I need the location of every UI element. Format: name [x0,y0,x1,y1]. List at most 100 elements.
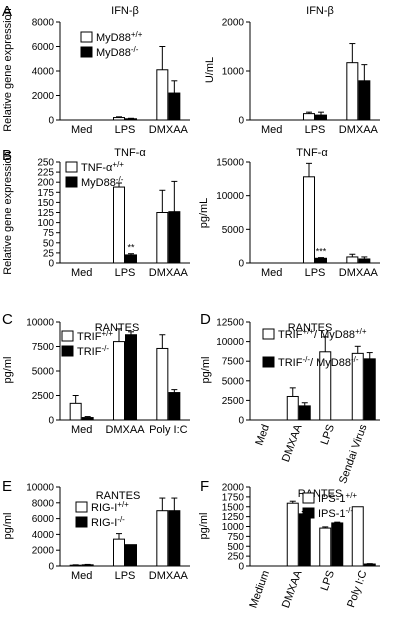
legend-superscript: -/- [351,355,359,364]
legend-text: IPS-1 [318,493,346,505]
y-tick-label: 25 [43,248,55,259]
panel-letter-a: A [2,3,12,20]
bar-d-ko [298,405,311,421]
x-tick-label: Med [71,124,92,136]
x-tick-label: Poly I:C [345,569,369,609]
legend-superscript: +/+ [346,491,358,500]
legend-superscript: +/+ [101,329,113,338]
y-tick-label: 1000 [222,67,245,78]
bar-a2-wt [346,62,359,121]
y-tick-label: 0 [238,416,244,427]
legend-label-f: IPS-1+/+ [318,491,357,506]
y-axis-label-b2: pg/mL [198,198,210,229]
legend-label-a1: MyD88-/- [96,45,139,60]
x-tick-label: LPS [305,267,326,279]
legend-label-e: RIG-I+/+ [91,500,129,515]
y-tick-label: 5000 [222,376,245,387]
legend-label-d: TRIF-/-/ MyD88-/- [278,355,359,370]
bar-b2-wt [346,256,359,264]
y-tick-label: 5000 [32,367,55,378]
bar-b2-wt [303,176,315,264]
y-tick-label: 0 [238,562,244,573]
y-tick-label: 175 [37,188,54,199]
y-tick-label: 10000 [26,318,54,329]
y-tick-label: 0 [48,562,54,573]
bar-c-ko [168,392,181,421]
bar-a1-ko [168,92,181,121]
bar-a1-wt [156,69,169,121]
chart-title-b1: TNF-α [114,147,146,159]
y-tick-label: 2000 [222,483,245,494]
legend-label-a1: MyD88+/+ [96,30,143,45]
x-tick-label: Med [253,423,272,447]
bar-a1-wt [113,117,125,121]
y-tick-label: 75 [43,228,55,239]
legend-swatch-a1 [80,46,93,58]
x-tick-label: DMXAA [149,570,189,582]
y-tick-label: 10000 [216,191,244,202]
legend-label-c: TRIF-/- [77,344,109,359]
bar-f-wt [286,502,299,567]
legend-text: TNF-α [81,162,113,174]
chart-title-c: RANTES [95,322,140,334]
legend-swatch-b1 [65,176,78,188]
y-tick-label: 0 [238,116,244,127]
bar-b1-wt [156,212,169,264]
legend-swatch-d [262,328,275,340]
x-tick-label: Medium [247,569,272,610]
legend-text: MyD88 [81,177,116,189]
legend-superscript: -/- [346,506,354,515]
y-tick-label: 500 [227,542,244,553]
legend-superscript: -/- [117,515,125,524]
legend-superscript: -/- [302,355,310,364]
y-tick-label: 150 [37,198,54,209]
bar-d-ko [363,358,376,421]
y-axis-label-f: pg/ml [198,513,210,540]
bar-c-wt [113,341,125,421]
legend-label-c: TRIF+/+ [77,329,113,344]
y-tick-label: 2500 [222,396,245,407]
y-tick-label: 250 [37,158,54,169]
y-tick-label: 2000 [32,91,55,102]
bar-c-wt [156,347,169,421]
bar-f-ko [331,522,344,567]
bar-a2-ko [358,80,371,121]
x-tick-label: LPS [319,569,337,593]
y-tick-label: 125 [37,208,54,219]
legend-superscript: +/+ [131,30,143,39]
chart-title-d: RANTES [288,322,333,334]
y-tick-label: 50 [43,238,55,249]
x-tick-label: Med [261,124,282,136]
legend-text: TRIF [77,331,102,343]
bar-b1-ko [168,211,181,264]
significance-marker: *** [316,247,327,257]
panel-letter-f: F [200,478,209,495]
bar-c-wt [69,402,82,421]
y-tick-label: 1250 [222,512,245,523]
y-tick-label: 250 [227,552,244,563]
bar-e-ko [168,510,181,567]
y-tick-label: 0 [48,116,54,127]
legend-text: / MyD88 [314,329,355,341]
significance-marker: ** [127,243,135,253]
legend-swatch-f [302,492,315,504]
y-tick-label: 5000 [222,225,245,236]
legend-superscript: -/- [101,344,109,353]
bar-b2-ko [358,258,371,264]
legend-superscript: +/+ [302,327,314,336]
y-tick-label: 225 [37,168,54,179]
legend-text: TRIF [278,329,303,341]
y-tick-label: 1000 [222,522,245,533]
bar-a2-wt [303,113,315,121]
legend-label-e: RIG-I-/- [91,515,125,530]
bar-c-ko [125,334,137,421]
x-tick-label: LPS [305,124,326,136]
y-tick-label: 2000 [32,546,55,557]
y-tick-label: 15000 [216,158,244,169]
y-tick-label: 4000 [32,67,55,78]
y-axis-label-b1: Relative gene expression [2,151,14,275]
x-tick-label: LPS [115,267,136,279]
x-tick-label: LPS [115,570,136,582]
y-axis-label-e: pg/ml [2,513,14,540]
bar-e-ko [125,544,137,567]
